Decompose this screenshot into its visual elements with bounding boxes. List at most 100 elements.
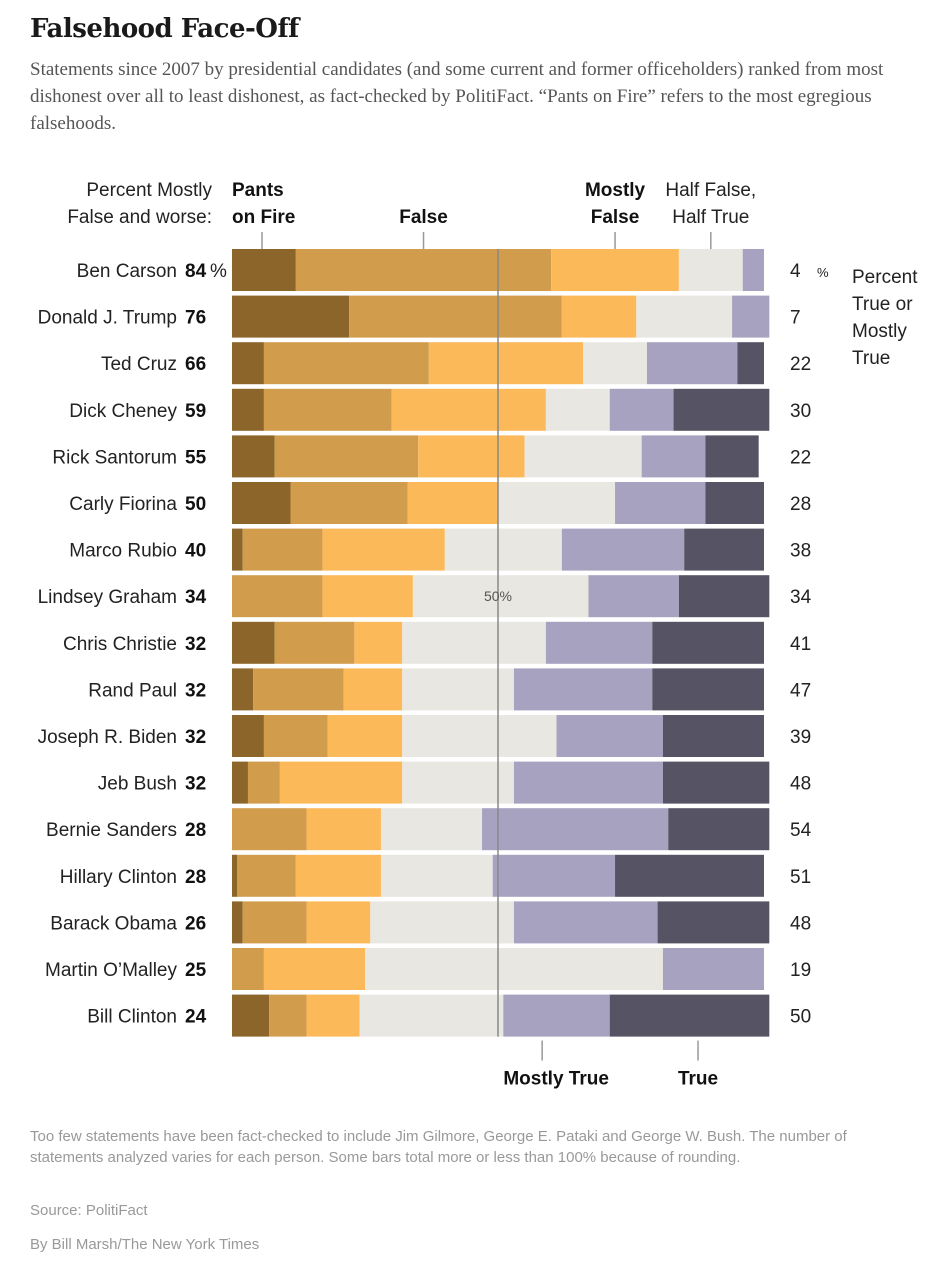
row-name-barack-obama: Barack Obama [50,913,177,934]
row-name-lindsey-graham: Lindsey Graham [38,587,177,608]
bar-segment-chris-christie-true [652,621,764,664]
category-label-half-true-2: Half True [672,207,749,228]
bar-segment-bernie-sanders-false [232,808,307,851]
row-value-right-rick-santorum: 22 [790,447,811,468]
chart-subtitle: Statements since 2007 by presidential ca… [30,59,884,134]
row-value-right-donald-j-trump: 7 [790,308,801,329]
bar-segment-ted-cruz-true [737,342,764,385]
bar-segment-carly-fiorina-true [705,482,764,524]
bar-segment-ted-cruz-false [263,342,429,385]
right-header-line3: Mostly [852,321,907,342]
bar-segment-bill-clinton-true [609,994,770,1037]
right-header-line2: True or [852,294,913,315]
bar-segment-rand-paul-pants-on-fire [232,668,254,711]
row-name-ben-carson: Ben Carson [77,261,177,282]
category-label-mostly-false-1: Mostly [585,180,646,201]
bar-segment-donald-j-trump-false [349,295,562,338]
row-value-left-barack-obama: 26 [185,913,206,934]
row-value-right-bernie-sanders: 54 [790,820,812,841]
midline-label: 50% [484,588,512,604]
bar-segment-martin-o-malley-mostly-false [263,948,365,990]
bar-segment-bill-clinton-pants-on-fire [232,994,270,1037]
bar-segment-dick-cheney-pants-on-fire [232,388,264,431]
row-name-ted-cruz: Ted Cruz [101,354,177,375]
right-header-line1: Percent [852,267,918,288]
bar-segment-lindsey-graham-false [232,575,323,618]
row-value-left-bill-clinton: 24 [185,1007,207,1028]
category-label-false-1: False [399,207,448,228]
bar-segment-donald-j-trump-mostly-false [561,295,637,338]
row-value-left-ben-carson: 84 [185,261,207,282]
bar-segment-bernie-sanders-true [668,808,770,851]
bar-segment-barack-obama-half-true [370,901,514,944]
bar-segment-rand-paul-mostly-false [343,668,403,711]
row-value-left-bernie-sanders: 28 [185,820,206,841]
row-value-left-hillary-clinton: 28 [185,867,206,888]
bar-segment-bernie-sanders-mostly-false [306,808,381,851]
stacked-bar-chart: Percent Mostly False and worse: Percent Tru… [38,180,919,1090]
bar-segment-bernie-sanders-half-true [380,808,483,851]
category-label-true: True [678,1069,718,1090]
bar-segment-donald-j-trump-half-true [636,295,733,338]
bar-segment-martin-o-malley-false [232,948,264,990]
row-value-left-percent-sign: % [210,261,227,282]
bar-segment-chris-christie-mostly-true [545,621,653,664]
bar-segment-ben-carson-mostly-true [742,249,764,291]
row-value-right-rand-paul: 47 [790,680,811,701]
bar-segment-joseph-r-biden-pants-on-fire [232,715,264,757]
bar-segment-dick-cheney-mostly-false [391,388,546,431]
bar-segment-jeb-bush-false [247,761,280,804]
bar-segment-barack-obama-pants-on-fire [232,901,243,944]
bar-segment-barack-obama-false [242,901,307,944]
row-value-right-hillary-clinton: 51 [790,867,811,888]
credit-note: By Bill Marsh/The New York Times [30,1236,260,1253]
row-value-right-dick-cheney: 30 [790,401,811,422]
bar-segment-carly-fiorina-false [290,482,408,524]
row-name-dick-cheney: Dick Cheney [69,401,177,422]
bar-segment-lindsey-graham-half-true [412,575,589,618]
bar-segment-joseph-r-biden-true [662,715,764,757]
bar-segment-jeb-bush-true [662,761,770,804]
bar-segment-donald-j-trump-pants-on-fire [232,295,350,338]
bar-segment-rand-paul-mostly-true [513,668,653,711]
row-value-right-martin-o-malley: 19 [790,960,811,981]
bar-segment-lindsey-graham-true [678,575,770,618]
source-note: Source: PolitiFact [30,1202,148,1219]
bar-segment-chris-christie-false [274,621,355,664]
bar-segment-marco-rubio-false [242,528,323,571]
bar-segment-lindsey-graham-mostly-true [588,575,679,618]
row-value-right-barack-obama: 48 [790,913,811,934]
row-value-left-marco-rubio: 40 [185,541,206,562]
bar-segment-dick-cheney-true [673,388,770,431]
bar-segment-jeb-bush-mostly-false [279,761,403,804]
bar-segment-hillary-clinton-pants-on-fire [232,854,238,897]
row-value-left-lindsey-graham: 34 [185,587,207,608]
row-value-left-rand-paul: 32 [185,680,206,701]
bar-segment-bill-clinton-mostly-false [306,994,360,1037]
bar-segment-chris-christie-pants-on-fire [232,621,275,664]
bar-segment-hillary-clinton-true [615,854,764,897]
bar-segment-martin-o-malley-half-true [365,948,663,990]
row-name-rick-santorum: Rick Santorum [52,447,177,468]
bar-segment-rick-santorum-true [705,435,759,478]
bar-segment-carly-fiorina-mostly-false [407,482,498,524]
bar-segment-ted-cruz-half-true [583,342,647,385]
bar-segment-dick-cheney-mostly-true [609,388,674,431]
bar-segment-dick-cheney-half-true [545,388,610,431]
row-value-left-joseph-r-biden: 32 [185,727,206,748]
row-name-jeb-bush: Jeb Bush [98,774,177,795]
bar-segment-rand-paul-false [253,668,344,711]
bar-segment-rick-santorum-mostly-true [641,435,706,478]
bar-segment-carly-fiorina-half-true [498,482,616,524]
bar-segment-jeb-bush-half-true [402,761,514,804]
bar-segment-ben-carson-pants-on-fire [232,249,296,291]
category-label-half-true-1: Half False, [665,180,756,201]
bar-segment-hillary-clinton-mostly-false [295,854,381,897]
row-value-left-dick-cheney: 59 [185,401,206,422]
left-header-line1: Percent Mostly [86,180,212,201]
row-name-joseph-r-biden: Joseph R. Biden [38,727,177,748]
row-value-left-carly-fiorina: 50 [185,494,206,515]
bar-segment-dick-cheney-false [263,388,392,431]
bar-segment-rand-paul-half-true [402,668,514,711]
left-header-line2: False and worse: [67,207,212,228]
